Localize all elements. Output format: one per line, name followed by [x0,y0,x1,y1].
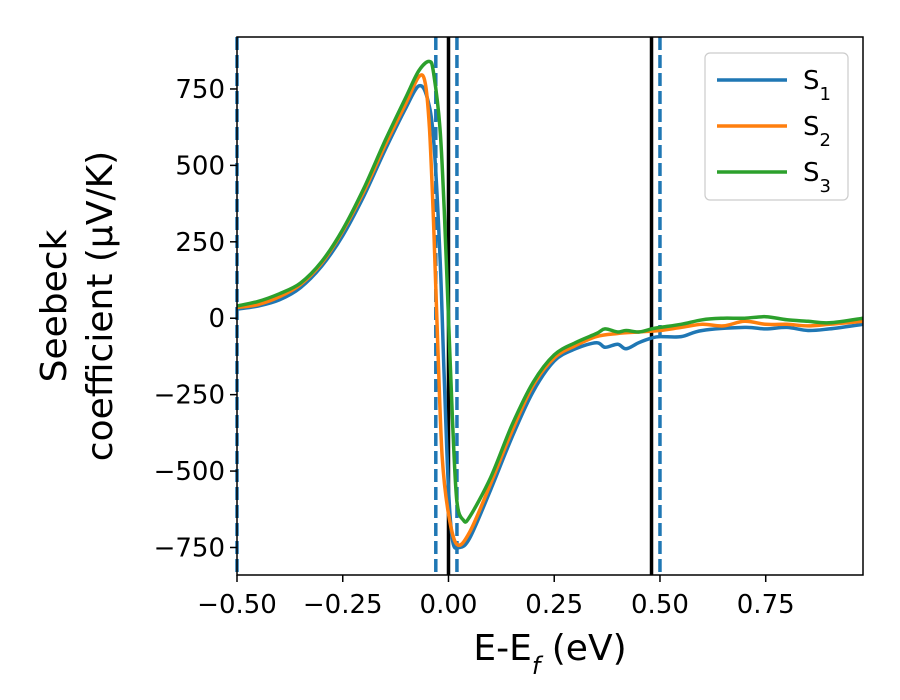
y-tick-label: −500 [154,457,225,487]
series-line-s3 [237,59,863,524]
y-tick-label: 250 [175,228,225,258]
x-axis-label: E-Ef (eV) [473,628,626,680]
x-tick-label: 0.00 [420,590,478,620]
x-tick-label: 0.75 [737,590,795,620]
x-tick-label: −0.50 [197,590,277,620]
series-line-s1 [237,83,863,551]
y-axis-label-line1: Seebeck [34,229,75,382]
legend-label-s2: S2 [803,112,831,151]
x-tick-label: −0.25 [303,590,383,620]
x-tick-label: 0.25 [525,590,583,620]
y-tick-label: −250 [154,381,225,411]
series-lines [237,59,863,551]
y-tick-label: 750 [175,75,225,105]
x-tick-label: 0.50 [631,590,689,620]
y-axis-label: Seebeck coefficient (μV/K) [34,151,121,461]
legend: S1 S2 S3 [704,52,849,201]
legend-label-s3: S3 [803,158,831,197]
legend-label-s1: S1 [803,66,831,105]
y-axis-label-line2: coefficient (μV/K) [80,151,121,461]
y-axis: 750 500 250 0 −250 −500 −750 [154,75,237,563]
y-tick-label: 500 [175,151,225,181]
x-axis: −0.50 −0.25 0.00 0.25 0.50 0.75 [197,575,795,620]
y-tick-label: 0 [208,304,225,334]
plot-frame [236,36,864,576]
y-tick-label: −750 [154,533,225,563]
